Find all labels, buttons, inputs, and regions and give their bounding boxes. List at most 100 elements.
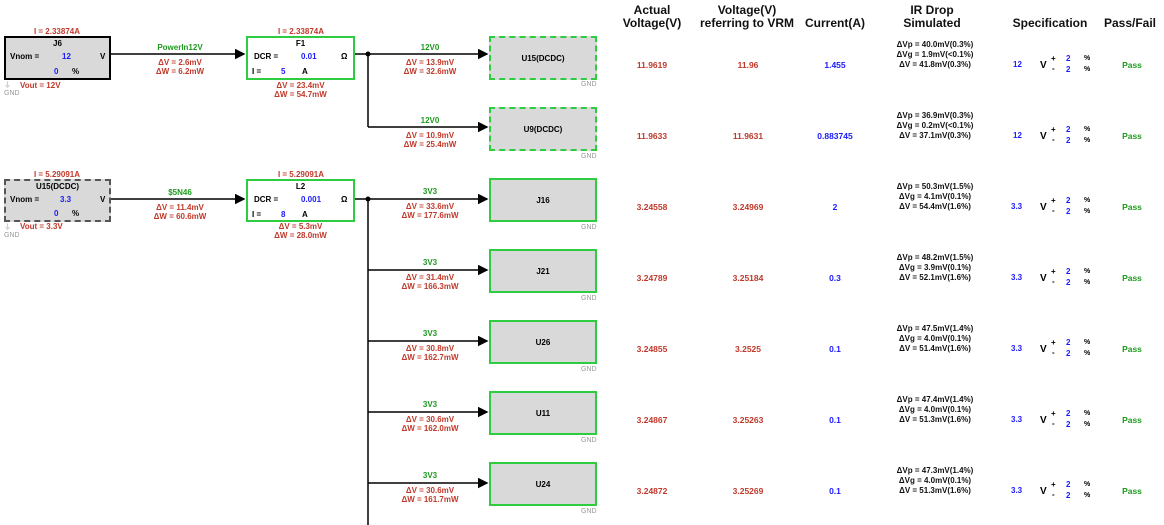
spec-tol-plus: 2 xyxy=(1066,54,1071,63)
load-gnd: GND xyxy=(581,437,597,444)
spec-pct: % xyxy=(1084,197,1091,204)
load-net-label: 3V3 xyxy=(422,329,438,338)
wire-powerin12v-dv: ΔV = 2.6mV xyxy=(158,58,202,67)
load-u11[interactable]: U11 xyxy=(489,391,597,435)
source-j6[interactable]: J6 Vnom = 12 V 0 % xyxy=(4,36,111,80)
cell-actual-voltage: 3.24558 xyxy=(636,202,668,212)
spec-plus: + xyxy=(1051,338,1056,347)
wire-powerin12v-dw: ΔW = 6.2mW xyxy=(155,67,205,76)
spec-tol-minus: 2 xyxy=(1066,65,1071,74)
load-dv: ΔV = 13.9mV xyxy=(405,58,455,67)
load-name: U11 xyxy=(535,408,551,418)
cell-ir-drop-v: ΔV = 41.8mV(0.3%) xyxy=(899,60,971,69)
load-u24[interactable]: U24 xyxy=(489,462,597,506)
load-gnd: GND xyxy=(581,366,597,373)
cell-ir-drop-v: ΔV = 51.3mV(1.6%) xyxy=(899,415,971,424)
source-j6-pct: 0 xyxy=(54,67,59,76)
source-u15-vout: Vout = 3.3V xyxy=(20,222,63,231)
spec-plus: + xyxy=(1051,409,1056,418)
header-actual-voltage: Actual Voltage(V) xyxy=(622,3,682,30)
ground-icon: ⏚ xyxy=(4,224,11,231)
spec-minus: - xyxy=(1052,419,1055,428)
comp-l2-dw: ΔW = 28.0mW xyxy=(274,231,327,240)
cell-ir-drop-vg: ΔVg = 4.0mV(0.1%) xyxy=(898,405,972,414)
spec-pct: % xyxy=(1084,421,1091,428)
cell-ir-drop-vp: ΔVp = 48.2mV(1.5%) xyxy=(896,253,974,262)
spec-pct: % xyxy=(1084,481,1091,488)
cell-ir-drop-vg: ΔVg = 3.9mV(0.1%) xyxy=(898,263,972,272)
cell-current: 0.883745 xyxy=(817,131,853,141)
header-ir-drop: IR Drop Simulated xyxy=(903,3,961,30)
load-j21[interactable]: J21 xyxy=(489,249,597,293)
spec-voltage: 3.3 xyxy=(1011,415,1023,424)
comp-l2-i: 8 xyxy=(281,210,286,219)
source-u15-vnom: 3.3 xyxy=(60,195,72,204)
spec-unit: V xyxy=(1040,486,1047,497)
cell-ir-drop-vp: ΔVp = 47.5mV(1.4%) xyxy=(896,324,974,333)
load-net-label: 3V3 xyxy=(422,400,438,409)
cell-ir-drop-v: ΔV = 52.1mV(1.6%) xyxy=(899,273,971,282)
header-current: Current(A) xyxy=(805,16,865,30)
comp-l2-dcr-label: DCR = xyxy=(254,195,279,204)
spec-unit: V xyxy=(1040,60,1047,71)
source-u15-current: I = 5.29091A xyxy=(33,170,81,179)
source-u15-name: U15(DCDC) xyxy=(35,182,80,191)
load-dw: ΔW = 162.0mW xyxy=(401,424,459,433)
component-f1[interactable]: F1 DCR = 0.01 Ω I = 5 A xyxy=(246,36,355,80)
source-u15-pct-unit: % xyxy=(72,209,80,218)
load-dv: ΔV = 31.4mV xyxy=(405,273,455,282)
source-j6-pct-unit: % xyxy=(72,67,80,76)
source-u15-gnd: GND xyxy=(4,232,20,239)
cell-current: 1.455 xyxy=(824,60,846,70)
cell-pass-fail: Pass xyxy=(1122,344,1142,354)
spec-plus: + xyxy=(1051,480,1056,489)
comp-l2-i-label: I = xyxy=(252,210,262,219)
cell-actual-voltage: 3.24789 xyxy=(636,273,668,283)
cell-ir-drop-vg: ΔVg = 0.2mV(<0.1%) xyxy=(896,121,974,130)
cell-ir-drop-vp: ΔVp = 47.3mV(1.4%) xyxy=(896,466,974,475)
component-l2[interactable]: L2 DCR = 0.001 Ω I = 8 A xyxy=(246,179,355,222)
spec-voltage: 12 xyxy=(1013,60,1022,69)
comp-f1-current: I = 2.33874A xyxy=(277,27,325,36)
load-u15-dcdc[interactable]: U15(DCDC) xyxy=(489,36,597,80)
spec-unit: V xyxy=(1040,131,1047,142)
load-name: J16 xyxy=(536,195,550,205)
load-dv: ΔV = 33.6mV xyxy=(405,202,455,211)
load-j16[interactable]: J16 xyxy=(489,178,597,222)
source-j6-current: I = 2.33874A xyxy=(33,27,81,36)
spec-tol-minus: 2 xyxy=(1066,136,1071,145)
cell-actual-voltage: 3.24855 xyxy=(636,344,668,354)
spec-tol-plus: 2 xyxy=(1066,480,1071,489)
spec-tol-plus: 2 xyxy=(1066,125,1071,134)
spec-plus: + xyxy=(1051,267,1056,276)
spec-plus: + xyxy=(1051,54,1056,63)
load-dv: ΔV = 30.6mV xyxy=(405,486,455,495)
spec-plus: + xyxy=(1051,125,1056,134)
source-u15[interactable]: U15(DCDC) Vnom = 3.3 V 0 % xyxy=(4,179,111,222)
spec-pct: % xyxy=(1084,55,1091,62)
comp-f1-i: 5 xyxy=(281,67,286,76)
cell-pass-fail: Pass xyxy=(1122,202,1142,212)
comp-f1-i-label: I = xyxy=(252,67,262,76)
comp-f1-i-unit: A xyxy=(302,67,308,76)
cell-ir-drop-v: ΔV = 51.4mV(1.6%) xyxy=(899,344,971,353)
comp-l2-dcr-unit: Ω xyxy=(341,195,348,204)
comp-l2-current: I = 5.29091A xyxy=(277,170,325,179)
cell-voltage-vrm: 3.25184 xyxy=(732,273,764,283)
cell-pass-fail: Pass xyxy=(1122,273,1142,283)
spec-voltage: 3.3 xyxy=(1011,273,1023,282)
header-specification: Specification xyxy=(1012,16,1088,30)
source-j6-gnd: GND xyxy=(4,90,20,97)
comp-l2-dv: ΔV = 5.3mV xyxy=(278,222,323,231)
spec-pct: % xyxy=(1084,350,1091,357)
cell-pass-fail: Pass xyxy=(1122,415,1142,425)
load-dw: ΔW = 32.6mW xyxy=(403,67,457,76)
comp-f1-dcr-label: DCR = xyxy=(254,52,279,61)
load-net-label: 12V0 xyxy=(420,116,440,125)
cell-voltage-vrm: 3.25269 xyxy=(732,486,764,496)
load-dv: ΔV = 30.8mV xyxy=(405,344,455,353)
load-u9-dcdc[interactable]: U9(DCDC) xyxy=(489,107,597,151)
load-net-label: 3V3 xyxy=(422,471,438,480)
cell-actual-voltage: 11.9633 xyxy=(636,131,668,141)
load-u26[interactable]: U26 xyxy=(489,320,597,364)
